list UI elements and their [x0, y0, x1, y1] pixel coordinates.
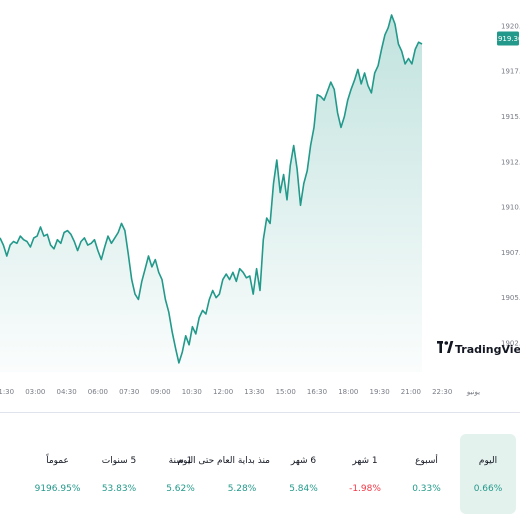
x-tick-label: 21:00 [401, 388, 421, 396]
price-area-fill [0, 15, 422, 372]
x-tick-label: 15:00 [276, 388, 296, 396]
watermark-text: TradingView [455, 343, 520, 356]
y-tick-label: 1912.50 [501, 158, 520, 166]
tab-change-value: 9196.95% [34, 484, 81, 494]
x-tick-label: 04:30 [57, 388, 77, 396]
y-tick-label: 1902.50 [501, 340, 520, 348]
x-tick-label: 16:30 [307, 388, 327, 396]
tab-period[interactable]: أسبوع 0.33% [399, 434, 455, 514]
tab-change-value: 53.83% [101, 484, 137, 494]
tab-period[interactable]: 1 سنة 5.62% [153, 434, 209, 514]
price-line [0, 14, 423, 364]
x-tick-label: 06:00 [88, 388, 108, 396]
x-tick-label: 10:30 [182, 388, 202, 396]
price-badge: 1919.30 [494, 31, 520, 46]
current-price-label: 1919.30 [494, 35, 520, 43]
tab-label: 1 سنة [168, 456, 193, 466]
current-price-badge [497, 31, 519, 46]
tab-period[interactable]: اليوم 0.66% [460, 434, 516, 514]
tab-label: 1 شهر [352, 456, 378, 466]
tab-change-value: 5.28% [227, 484, 257, 494]
tab-label: منذ بداية العام حتى اليوم [177, 456, 270, 466]
tradingview-logo-icon [437, 341, 454, 353]
tab-label: اليوم [478, 456, 498, 466]
price-chart[interactable]: 1920.00 1917.50 1915.00 1912.50 1910.00 1907.… [0, 0, 520, 410]
tab-label: عموماً [46, 456, 69, 466]
y-tick-label: 1920.00 [501, 22, 520, 30]
tab-period[interactable]: 6 شهر 5.84% [276, 434, 332, 514]
x-tick-label: 03:00 [25, 388, 45, 396]
y-tick-label: 1905.00 [501, 294, 520, 302]
x-tick-label: 12:00 [213, 388, 233, 396]
tab-label: 5 سنوات [101, 456, 137, 466]
tab-period[interactable]: عموماً 9196.95% [30, 434, 86, 514]
y-tick-label: 1910.00 [501, 204, 520, 212]
x-axis: 01:30 03:00 04:30 06:00 07:30 09:00 10:30 12:00… [0, 388, 480, 396]
x-tick-label: 09:00 [150, 388, 170, 396]
tab-change-value: 0.33% [412, 484, 441, 494]
x-tick-label: 07:30 [119, 388, 139, 396]
y-tick-label: 1917.50 [501, 68, 520, 76]
tradingview-watermark: TradingView [437, 341, 520, 356]
period-tabs: اليوم 0.66% أسبوع 0.33% 1 شهر -1.98% 6 شهر 5.84… [0, 428, 520, 520]
y-tick-label: 1915.00 [501, 113, 520, 121]
x-tick-label: 01:30 [0, 388, 14, 396]
y-axis: 1920.00 1917.50 1915.00 1912.50 1910.00 1907.… [501, 22, 520, 347]
x-tick-label: 13:30 [244, 388, 264, 396]
area-layer [0, 14, 423, 372]
tab-change-value: 5.62% [166, 484, 195, 494]
x-tick-label: يونيو [466, 388, 480, 396]
x-tick-label: 19:30 [370, 388, 390, 396]
y-tick-label: 1907.50 [501, 249, 520, 257]
tab-period[interactable]: 1 شهر -1.98% [337, 434, 393, 514]
tab-label: أسبوع [415, 456, 438, 466]
x-tick-label: 18:00 [338, 388, 358, 396]
tab-change-value: -1.98% [349, 484, 381, 494]
tab-label: 6 شهر [290, 456, 317, 466]
tab-change-value: 0.66% [473, 484, 503, 494]
x-tick-label: 22:30 [432, 388, 452, 396]
divider [0, 412, 520, 413]
tab-period[interactable]: منذ بداية العام حتى اليوم 5.28% [177, 434, 270, 514]
tab-change-value: 5.84% [289, 484, 318, 494]
tab-period[interactable]: 5 سنوات 53.83% [91, 434, 147, 514]
